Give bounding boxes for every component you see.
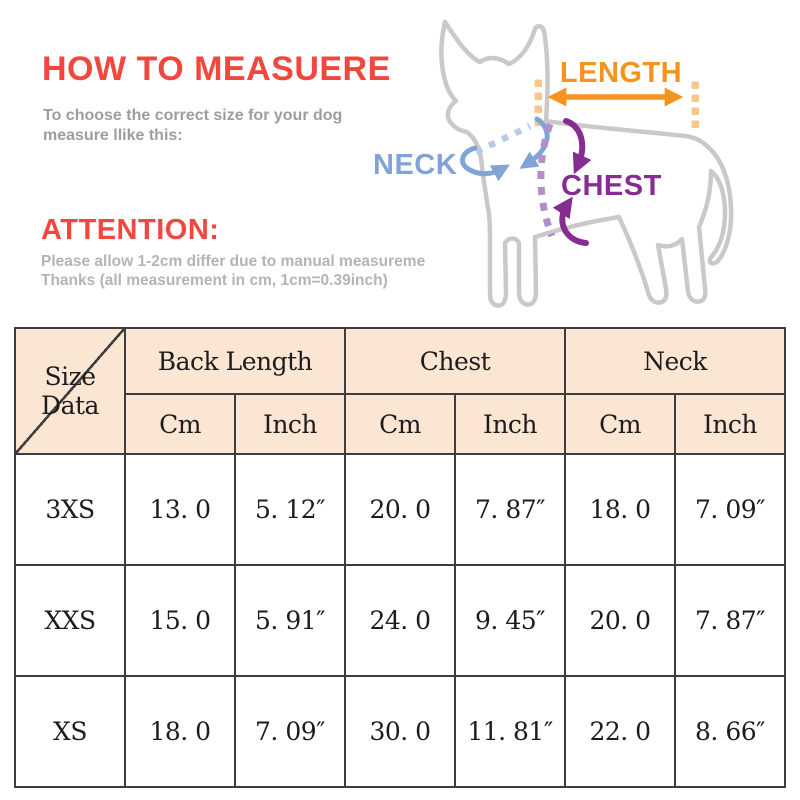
column-group-back-length: Back Length [124, 327, 346, 395]
value-cell: 13. 0 [124, 453, 236, 566]
table-row-3xs: 3XS 13. 0 5. 12″ 20. 0 7. 87″ 18. 0 7. 0… [14, 453, 786, 566]
value-cell: 7. 87″ [674, 564, 786, 677]
chest-label: CHEST [561, 170, 662, 202]
value-cell: 20. 0 [564, 564, 676, 677]
size-cell: XS [14, 675, 126, 788]
unit-header: Inch [674, 393, 786, 455]
page-title: HOW TO MEASUERE [42, 50, 391, 88]
subtitle-line-1: To choose the correct size for your dog [43, 107, 343, 124]
chest-dashed-girth [537, 122, 556, 238]
attention-title: ATTENTION: [41, 214, 220, 246]
subtitle: To choose the correct size for your dog … [43, 106, 342, 146]
value-cell: 22. 0 [564, 675, 676, 788]
size-cell: 3XS [14, 453, 126, 566]
size-data-corner-cell: Size Data [14, 327, 126, 455]
table-row-xxs: XXS 15. 0 5. 91″ 24. 0 9. 45″ 20. 0 7. 8… [14, 564, 786, 677]
size-cell: XXS [14, 564, 126, 677]
value-cell: 7. 09″ [674, 453, 786, 566]
value-cell: 5. 12″ [234, 453, 346, 566]
value-cell: 8. 66″ [674, 675, 786, 788]
attention-body: Please allow 1-2cm differ due to manual … [41, 252, 425, 290]
unit-header: Cm [124, 393, 236, 455]
neck-dotted-line [474, 123, 532, 155]
value-cell: 5. 91″ [234, 564, 346, 677]
value-cell: 18. 0 [564, 453, 676, 566]
table-row-xs: XS 18. 0 7. 09″ 30. 0 11. 81″ 22. 0 8. 6… [14, 675, 786, 788]
unit-header: Cm [344, 393, 456, 455]
size-data-corner-label: Size Data [41, 362, 99, 420]
chest-arrow-bottom [552, 196, 589, 246]
value-cell: 15. 0 [124, 564, 236, 677]
column-group-chest: Chest [344, 327, 566, 395]
dog-measure-diagram [439, 19, 734, 308]
subtitle-line-2: measure llike this: [43, 127, 183, 144]
value-cell: 20. 0 [344, 453, 456, 566]
value-cell: 9. 45″ [454, 564, 566, 677]
unit-header: Inch [454, 393, 566, 455]
size-table: Size Data Back Length Chest Neck Cm Inch… [14, 327, 786, 788]
column-group-neck: Neck [564, 327, 786, 395]
value-cell: 18. 0 [124, 675, 236, 788]
value-cell: 24. 0 [344, 564, 456, 677]
neck-label: NECK [373, 149, 458, 181]
chest-arrow-top [563, 118, 592, 175]
unit-header: Inch [234, 393, 346, 455]
value-cell: 30. 0 [344, 675, 456, 788]
neck-arrow-right [519, 116, 550, 169]
length-dotted-bar-right [691, 81, 699, 128]
unit-header: Cm [564, 393, 676, 455]
value-cell: 11. 81″ [454, 675, 566, 788]
neck-arrow-curl [460, 145, 510, 182]
length-label: LENGTH [559, 57, 683, 89]
value-cell: 7. 09″ [234, 675, 346, 788]
value-cell: 7. 87″ [454, 453, 566, 566]
attention-line-1: Please allow 1-2cm differ due to manual … [41, 253, 426, 270]
attention-line-2: Thanks (all measurement in cm, 1cm=0.39i… [41, 272, 388, 289]
